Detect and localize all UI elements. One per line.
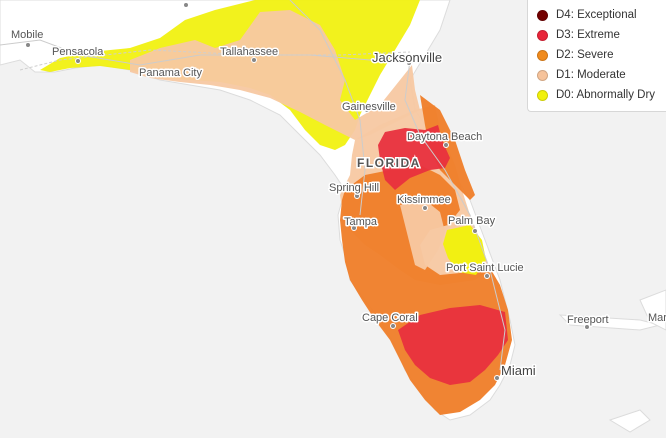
drought-d0-palm-bay: [443, 225, 486, 275]
legend-swatch-d3: [537, 29, 548, 41]
city-label-freeport: Freeport: [567, 314, 609, 326]
city-label-daytona-beach: Daytona Beach: [407, 131, 482, 143]
highway: [289, 0, 366, 216]
legend-item-d0[interactable]: D0: Abnormally Dry: [537, 85, 666, 105]
city-label-mobile: Mobile: [11, 29, 43, 41]
city-dot-cape-coral: [390, 323, 396, 329]
city-dot-miami: [494, 375, 500, 381]
city-label-panama-city: Panama City: [139, 67, 202, 79]
island: [558, 314, 661, 331]
legend-label-d2: D2: Severe: [556, 49, 614, 61]
city-dot-mobile: [25, 42, 31, 48]
drought-d1-north: [130, 10, 420, 140]
city-dot-gainesville: [364, 107, 370, 113]
city-label-jacksonville: Jacksonville: [372, 50, 442, 65]
drought-d3-daytona: [378, 125, 450, 190]
island: [639, 289, 666, 331]
city-label-mar: Mar: [648, 312, 666, 324]
city-dot-palm-bay: [472, 228, 478, 234]
legend-item-d3[interactable]: D3: Extreme: [537, 25, 666, 45]
legend-swatch-d2: [537, 49, 548, 61]
legend-label-d4: D4: Exceptional: [556, 9, 637, 21]
city-label-cape-coral: Cape Coral: [362, 312, 418, 324]
legend-swatch-d1: [537, 69, 548, 81]
city-label-palm-bay: Palm Bay: [448, 215, 496, 227]
legend-label-d1: D1: Moderate: [556, 69, 626, 81]
city-label-miami: Miami: [501, 363, 536, 378]
city-dot-tallahassee: [251, 57, 257, 63]
city-label-tampa: Tampa: [344, 216, 378, 228]
legend-swatch-d4: [537, 9, 548, 21]
city-dot-panama-city: [157, 71, 163, 77]
legend-item-d2[interactable]: D2: Severe: [537, 45, 666, 65]
drought-d1-kissimmee: [400, 200, 445, 270]
city-dot-tampa: [351, 225, 357, 231]
map-legend: D4: Exceptional D3: Extreme D2: Severe D…: [527, 0, 666, 112]
city-label-pensacola: Pensacola: [52, 46, 104, 58]
city-dot-port-saint-lucie: [484, 273, 490, 279]
city-dot-jacksonville: [406, 60, 412, 66]
legend-item-d4[interactable]: D4: Exceptional: [537, 5, 666, 25]
city-dot-north: [183, 2, 189, 8]
island: [608, 409, 651, 433]
city-dot-freeport: [584, 324, 590, 330]
drought-d3-south: [398, 305, 508, 385]
highway: [0, 39, 410, 66]
city-label-spring-hill: Spring Hill: [329, 182, 379, 194]
legend-label-d3: D3: Extreme: [556, 29, 620, 41]
legend-item-d1[interactable]: D1: Moderate: [537, 65, 666, 85]
city-label-tallahassee: Tallahassee: [220, 46, 278, 58]
city-label-port-saint-lucie: Port Saint Lucie: [446, 262, 524, 274]
city-dot-daytona-beach: [443, 142, 449, 148]
legend-label-d0: D0: Abnormally Dry: [556, 89, 656, 101]
city-label-kissimmee: Kissimmee: [397, 194, 451, 206]
state-label-florida: FLORIDA: [357, 156, 421, 170]
city-dot-pensacola: [75, 58, 81, 64]
city-dot-kissimmee: [422, 205, 428, 211]
highway: [404, 59, 506, 371]
city-dot-spring-hill: [354, 193, 360, 199]
legend-swatch-d0: [537, 89, 548, 101]
city-label-gainesville: Gainesville: [342, 101, 396, 113]
state-border: [19, 49, 411, 71]
